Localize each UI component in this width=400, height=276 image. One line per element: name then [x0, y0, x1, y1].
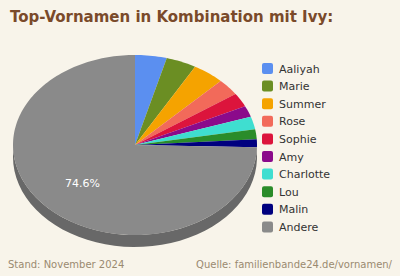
footer-source: Quelle: familienbande24.de/vornamen/	[196, 259, 393, 270]
legend-swatch	[262, 169, 273, 180]
legend-swatch	[262, 81, 273, 92]
legend-swatch	[262, 116, 273, 127]
pie-tops	[13, 55, 257, 235]
legend-label: Lou	[279, 186, 299, 199]
legend-label: Marie	[279, 80, 310, 93]
legend-swatch	[262, 63, 273, 74]
legend-swatch	[262, 221, 273, 232]
legend-swatch	[262, 186, 273, 197]
legend-label: Aaliyah	[279, 63, 320, 76]
legend-label: Amy	[279, 151, 304, 164]
background	[0, 0, 400, 276]
legend-label: Andere	[279, 221, 319, 234]
legend-swatch	[262, 151, 273, 162]
legend-swatch	[262, 204, 273, 215]
legend-swatch	[262, 98, 273, 109]
legend-swatch	[262, 133, 273, 144]
legend-label: Sophie	[279, 133, 317, 146]
legend-label: Summer	[279, 98, 326, 111]
footer-date: Stand: November 2024	[8, 259, 124, 270]
pie-slice	[13, 55, 257, 235]
legend-label: Rose	[279, 115, 306, 128]
title: Top-Vornamen in Kombination mit Ivy:	[10, 8, 333, 26]
data-label: 74.6%	[65, 177, 100, 190]
legend-label: Malin	[279, 203, 308, 216]
legend-label: Charlotte	[279, 168, 330, 181]
